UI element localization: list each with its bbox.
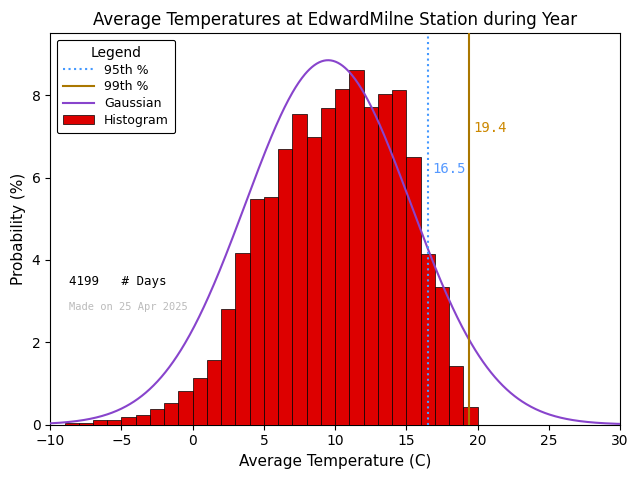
Bar — [250, 199, 264, 425]
Bar — [164, 403, 179, 425]
Title: Average Temperatures at EdwardMilne Station during Year: Average Temperatures at EdwardMilne Stat… — [93, 11, 577, 29]
X-axis label: Average Temperature (C): Average Temperature (C) — [239, 454, 431, 469]
Text: 16.5: 16.5 — [432, 162, 465, 176]
Bar — [122, 417, 136, 425]
Bar — [108, 420, 122, 425]
Bar — [449, 366, 463, 425]
Bar — [136, 415, 150, 425]
Bar — [420, 254, 435, 425]
Bar — [292, 114, 307, 425]
Text: 4199   # Days: 4199 # Days — [69, 276, 166, 288]
Bar — [364, 107, 378, 425]
Bar — [93, 420, 108, 425]
Bar — [179, 391, 193, 425]
Bar — [221, 309, 236, 425]
Bar — [65, 422, 79, 425]
Bar — [435, 288, 449, 425]
Bar — [150, 409, 164, 425]
Text: Made on 25 Apr 2025: Made on 25 Apr 2025 — [69, 302, 188, 312]
Bar — [335, 89, 349, 425]
Bar — [278, 149, 292, 425]
Text: 19.4: 19.4 — [474, 121, 507, 135]
Bar — [236, 253, 250, 425]
Bar — [307, 137, 321, 425]
Bar — [321, 108, 335, 425]
Bar — [79, 422, 93, 425]
Bar — [378, 95, 392, 425]
Bar — [463, 407, 477, 425]
Bar — [264, 197, 278, 425]
Bar — [406, 157, 420, 425]
Bar — [349, 70, 364, 425]
Bar — [392, 90, 406, 425]
Bar — [193, 378, 207, 425]
Y-axis label: Probability (%): Probability (%) — [11, 173, 26, 285]
Legend: 95th %, 99th %, Gaussian, Histogram: 95th %, 99th %, Gaussian, Histogram — [56, 40, 175, 133]
Bar — [207, 360, 221, 425]
